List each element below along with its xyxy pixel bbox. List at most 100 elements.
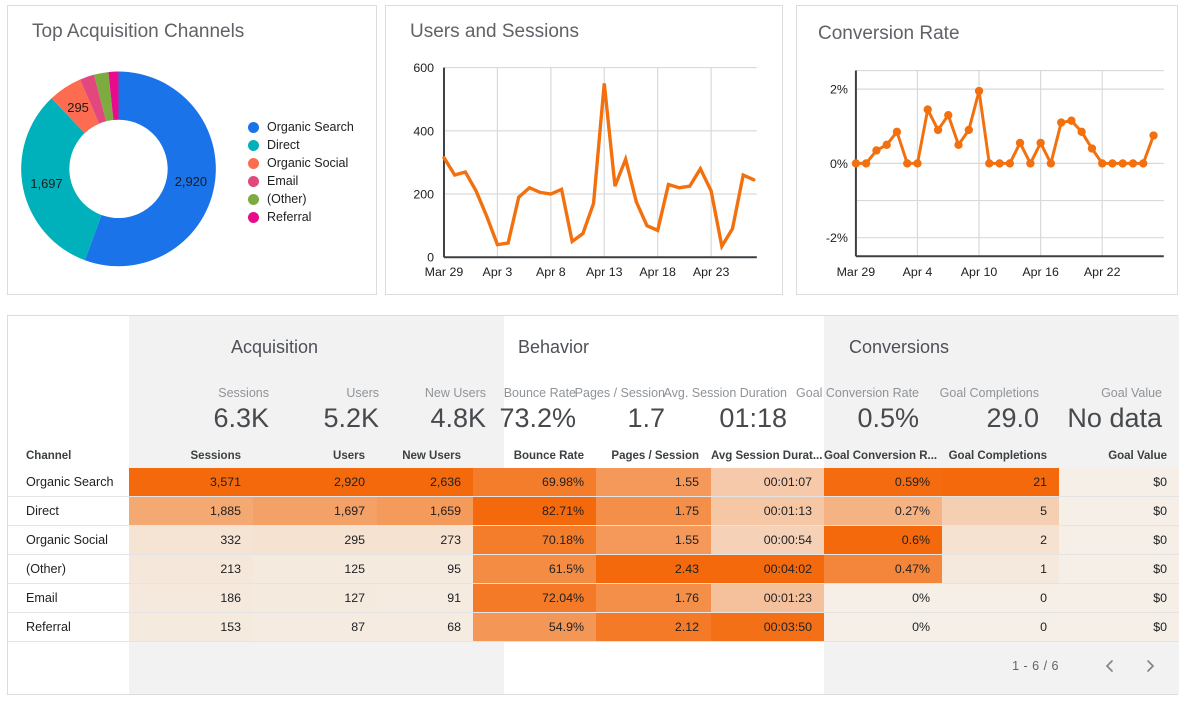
data-point[interactable]: [861, 159, 871, 168]
table-cell[interactable]: 0: [942, 613, 1059, 641]
table-row-organic-search[interactable]: Organic Search 3,571 2,920 2,636 69.98% 1.55 0…: [8, 468, 1179, 497]
table-cell[interactable]: 00:01:07: [711, 468, 824, 496]
data-point[interactable]: [944, 110, 953, 120]
data-point[interactable]: [923, 105, 932, 114]
channel-cell[interactable]: Organic Search: [8, 468, 129, 496]
conversion-rate-chart[interactable]: 2% 0% -2% Mar 29 Apr 4 Apr 10 Apr 16 Apr 22: [797, 6, 1177, 294]
table-row-email[interactable]: Email 186 127 91 72.04% 1.76 00:01:23 0% 0 $0: [8, 584, 1179, 613]
table-cell[interactable]: 00:04:02: [711, 555, 824, 583]
table-cell[interactable]: $0: [1059, 468, 1179, 496]
data-point[interactable]: [1128, 159, 1138, 168]
legend-item-direct[interactable]: Direct: [248, 136, 354, 154]
channel-cell[interactable]: Direct: [8, 497, 129, 525]
table-cell[interactable]: 00:00:54: [711, 526, 824, 554]
table-cell[interactable]: 54.9%: [473, 613, 596, 641]
table-cell[interactable]: 00:01:13: [711, 497, 824, 525]
column-header-new-users[interactable]: New Users: [402, 450, 461, 462]
table-cell[interactable]: 61.5%: [473, 555, 596, 583]
column-header-pages-session[interactable]: Pages / Session: [611, 450, 699, 462]
donut-slice--other-[interactable]: [94, 72, 114, 122]
data-point[interactable]: [1118, 159, 1127, 168]
table-cell[interactable]: 1.75: [596, 497, 711, 525]
data-line[interactable]: [442, 83, 756, 251]
table-row-referral[interactable]: Referral 153 87 68 54.9% 2.12 00:03:50 0% 0 $0: [8, 613, 1179, 642]
table-cell[interactable]: 00:03:50: [711, 613, 824, 641]
table-cell[interactable]: 0.59%: [824, 468, 942, 496]
data-point[interactable]: [1098, 159, 1107, 168]
table-cell[interactable]: 68: [377, 613, 473, 641]
column-header-avg-session-durat-[interactable]: Avg Session Durat...: [711, 450, 823, 462]
table-cell[interactable]: 0%: [824, 613, 942, 641]
legend-item--other-[interactable]: (Other): [248, 190, 354, 208]
data-point[interactable]: [1036, 138, 1045, 148]
table-cell[interactable]: 72.04%: [473, 584, 596, 612]
channel-cell[interactable]: (Other): [8, 555, 129, 583]
legend-item-email[interactable]: Email: [248, 172, 354, 190]
column-header-channel[interactable]: Channel: [26, 450, 72, 462]
column-header-goal-completions[interactable]: Goal Completions: [948, 450, 1047, 462]
table-cell[interactable]: 0: [942, 584, 1059, 612]
column-header-goal-conversion-r-[interactable]: Goal Conversion R...: [824, 450, 938, 462]
table-cell[interactable]: 186: [129, 584, 253, 612]
column-header-bounce-rate[interactable]: Bounce Rate: [513, 450, 584, 462]
data-point[interactable]: [1015, 138, 1025, 148]
data-point[interactable]: [1046, 159, 1056, 168]
table-cell[interactable]: 1.76: [596, 584, 711, 612]
donut-slice-organic-social[interactable]: [51, 79, 100, 134]
table-cell[interactable]: 332: [129, 526, 253, 554]
table-cell[interactable]: $0: [1059, 497, 1179, 525]
table-cell[interactable]: 2: [942, 526, 1059, 554]
table-cell[interactable]: 2.12: [596, 613, 711, 641]
data-point[interactable]: [1077, 127, 1086, 136]
table-row-direct[interactable]: Direct 1,885 1,697 1,659 82.71% 1.75 00:01:13 0…: [8, 497, 1179, 526]
data-point[interactable]: [964, 125, 973, 135]
data-point[interactable]: [903, 159, 912, 168]
table-cell[interactable]: 213: [129, 555, 253, 583]
data-point[interactable]: [1087, 144, 1097, 153]
data-point[interactable]: [1057, 118, 1066, 127]
legend-item-organic-social[interactable]: Organic Social: [248, 154, 354, 172]
data-point[interactable]: [1026, 159, 1035, 168]
table-cell[interactable]: 1.55: [596, 468, 711, 496]
table-cell[interactable]: $0: [1059, 584, 1179, 612]
table-cell[interactable]: 82.71%: [473, 497, 596, 525]
table-row--other-[interactable]: (Other) 213 125 95 61.5% 2.43 00:04:02 0.47% 1 $0: [8, 555, 1179, 584]
table-cell[interactable]: $0: [1059, 555, 1179, 583]
donut-chart[interactable]: 2,920 1,697 295: [8, 6, 376, 294]
table-cell[interactable]: 153: [129, 613, 253, 641]
data-point[interactable]: [954, 140, 963, 150]
data-point[interactable]: [995, 159, 1004, 168]
donut-slice-organic-search[interactable]: [84, 71, 216, 267]
previous-page-button[interactable]: [1097, 653, 1123, 679]
column-header-sessions[interactable]: Sessions: [190, 450, 242, 462]
data-point[interactable]: [1149, 131, 1158, 140]
table-row-organic-social[interactable]: Organic Social 332 295 273 70.18% 1.55 00:00:5…: [8, 526, 1179, 555]
data-point[interactable]: [1067, 116, 1076, 125]
channel-cell[interactable]: Organic Social: [8, 526, 129, 554]
table-cell[interactable]: $0: [1059, 613, 1179, 641]
data-point[interactable]: [892, 127, 902, 136]
channel-cell[interactable]: Email: [8, 584, 129, 612]
table-cell[interactable]: 125: [253, 555, 377, 583]
table-cell[interactable]: 295: [253, 526, 377, 554]
table-cell[interactable]: 95: [377, 555, 473, 583]
table-cell[interactable]: 1,697: [253, 497, 377, 525]
table-cell[interactable]: 0.27%: [824, 497, 942, 525]
table-cell[interactable]: $0: [1059, 526, 1179, 554]
data-point[interactable]: [872, 146, 881, 155]
table-cell[interactable]: 127: [253, 584, 377, 612]
table-cell[interactable]: 0.47%: [824, 555, 942, 583]
table-cell[interactable]: 1: [942, 555, 1059, 583]
data-point[interactable]: [985, 159, 994, 168]
table-cell[interactable]: 87: [253, 613, 377, 641]
data-point[interactable]: [882, 140, 891, 150]
data-line[interactable]: [854, 90, 1156, 168]
data-point[interactable]: [913, 159, 922, 168]
table-cell[interactable]: 69.98%: [473, 468, 596, 496]
data-point[interactable]: [1139, 159, 1148, 168]
next-page-button[interactable]: [1137, 653, 1163, 679]
table-cell[interactable]: 2,636: [377, 468, 473, 496]
table-cell[interactable]: 2.43: [596, 555, 711, 583]
table-cell[interactable]: 1,885: [129, 497, 253, 525]
